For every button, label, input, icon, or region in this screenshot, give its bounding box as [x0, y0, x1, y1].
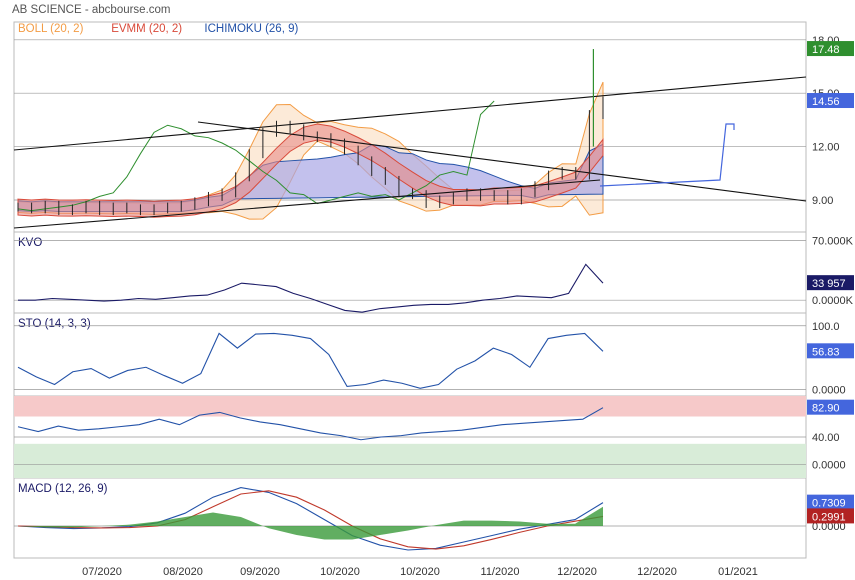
panel-label: STO (14, 3, 3): [18, 318, 91, 330]
x-tick-label: 12/2020: [637, 566, 677, 578]
descending-trendline: [197, 121, 807, 202]
last-value-label: 33 957: [812, 278, 846, 290]
indicator-line: [18, 263, 604, 313]
indicator-y-tick-label: 0.0000: [812, 459, 846, 471]
x-tick-label: 10/2020: [400, 566, 440, 578]
last-value-badge: [807, 343, 854, 359]
last-value-badge: [807, 93, 854, 109]
last-value-badge: [807, 399, 854, 415]
price-bars: [17, 49, 604, 216]
indicator-y-tick-label: 70.000K: [812, 236, 854, 248]
price-legend: BOLL (20, 2) EVMM (20, 2) ICHIMOKU (26, 9): [18, 23, 299, 35]
x-tick-label: 12/2020: [557, 566, 597, 578]
price-y-tick-label: 12.00: [812, 142, 840, 154]
x-tick-label: 08/2020: [163, 566, 203, 578]
indicator-line: [17, 490, 604, 550]
panel-frame: [13, 231, 807, 314]
price-y-tick-label: 9.00: [812, 195, 833, 207]
x-tick-label: 09/2020: [240, 566, 280, 578]
last-value-label: 17.48: [812, 44, 840, 56]
x-tick-label: 11/2020: [481, 566, 520, 578]
indicator-line: [17, 487, 604, 551]
indicator-zone: [14, 443, 806, 478]
macd-histogram: [18, 506, 603, 540]
indicator-zone: [14, 396, 806, 417]
sto-panel: STO (14, 3, 3) 100.0 0.0000 56.83: [14, 318, 854, 397]
x-tick-label: 01/2021: [718, 566, 758, 578]
price-badges: 17.48 14.56: [807, 41, 854, 109]
last-value-badge: [807, 494, 854, 510]
last-value-badge: [807, 275, 854, 291]
indicator-y-tick-label: 0.0000K: [812, 295, 854, 307]
indicator-y-tick-label: 40.00: [812, 432, 840, 444]
legend-entry: EVMM (20, 2): [111, 23, 182, 35]
x-tick-label: 07/2020: [82, 566, 122, 578]
indicator-y-tick-label: 0.0000: [812, 521, 846, 533]
panel-label: KVO: [18, 237, 42, 249]
last-value-label: 0.2991: [812, 511, 846, 523]
kvo-panel: KVO 70.000K 0.0000K 33 957: [14, 236, 854, 313]
indicator-y-tick-label: 100.0: [812, 321, 840, 333]
chart-title: AB SCIENCE - abcbourse.com: [12, 4, 171, 16]
indicator-line: [17, 332, 604, 389]
last-value-badge: [807, 508, 854, 524]
ichimoku-lagging-span: [17, 100, 495, 212]
ichimoku-projection: [599, 123, 735, 187]
panel-frame: [13, 477, 807, 559]
last-value-label: 14.56: [812, 96, 840, 108]
last-value-badge: [807, 41, 854, 57]
indicator-y-tick-label: 0.0000: [812, 385, 846, 397]
legend-entry: BOLL (20, 2): [18, 23, 84, 35]
legend-entry: ICHIMOKU (26, 9): [204, 23, 298, 35]
x-axis: 07/2020 08/2020 09/2020 10/2020 10/2020 11/20…: [82, 566, 758, 578]
last-value-label: 0.7309: [812, 498, 846, 510]
indicator-line: [17, 407, 604, 441]
lower-trendline: [13, 179, 601, 229]
panel-label: MACD (12, 26, 9): [18, 483, 108, 495]
last-value-label: 56.83: [812, 346, 840, 358]
last-value-label: 82.90: [812, 403, 840, 415]
upper-trendline: [13, 76, 807, 151]
x-tick-label: 10/2020: [320, 566, 360, 578]
